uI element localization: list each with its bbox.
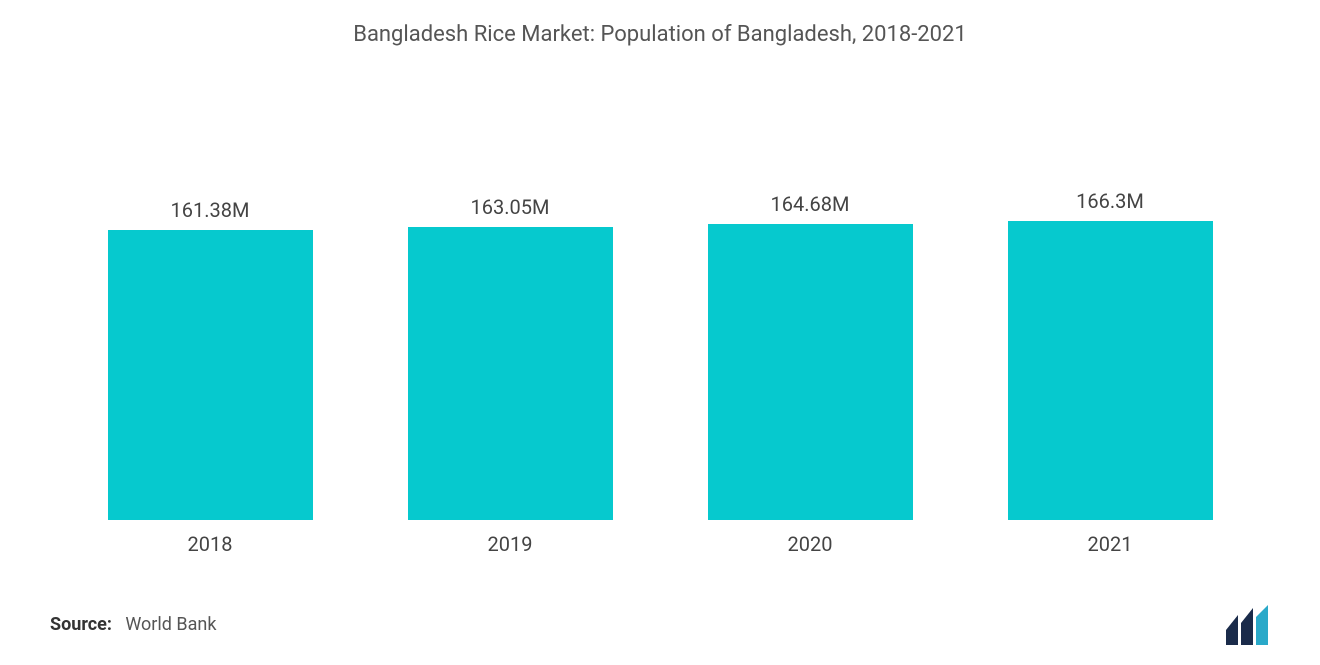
bar-group: 166.3M2021 bbox=[960, 100, 1260, 520]
bar bbox=[708, 224, 913, 520]
bar-group: 164.68M2020 bbox=[660, 100, 960, 520]
bar-value-label: 161.38M bbox=[171, 198, 250, 222]
bar bbox=[408, 227, 613, 520]
logo-bar-3 bbox=[1256, 605, 1268, 645]
bar-group: 161.38M2018 bbox=[60, 100, 360, 520]
bar-group: 163.05M2019 bbox=[360, 100, 660, 520]
bar bbox=[108, 230, 313, 520]
logo-bar-1 bbox=[1226, 615, 1238, 645]
source-text: World Bank bbox=[125, 614, 216, 635]
source-line: Source: World Bank bbox=[50, 614, 216, 635]
x-axis-label: 2021 bbox=[960, 532, 1260, 556]
logo-bar-2 bbox=[1241, 608, 1253, 645]
bar-value-label: 163.05M bbox=[471, 195, 550, 219]
bar-value-label: 166.3M bbox=[1076, 189, 1144, 213]
x-axis-label: 2019 bbox=[360, 532, 660, 556]
bar bbox=[1008, 221, 1213, 520]
brand-logo bbox=[1226, 605, 1280, 645]
x-axis-label: 2020 bbox=[660, 532, 960, 556]
source-label: Source: bbox=[50, 614, 112, 635]
x-axis-label: 2018 bbox=[60, 532, 360, 556]
chart-plot-area: 161.38M2018163.05M2019164.68M2020166.3M2… bbox=[60, 100, 1260, 520]
chart-title: Bangladesh Rice Market: Population of Ba… bbox=[0, 0, 1320, 47]
bar-value-label: 164.68M bbox=[771, 192, 850, 216]
chart-container: Bangladesh Rice Market: Population of Ba… bbox=[0, 0, 1320, 665]
